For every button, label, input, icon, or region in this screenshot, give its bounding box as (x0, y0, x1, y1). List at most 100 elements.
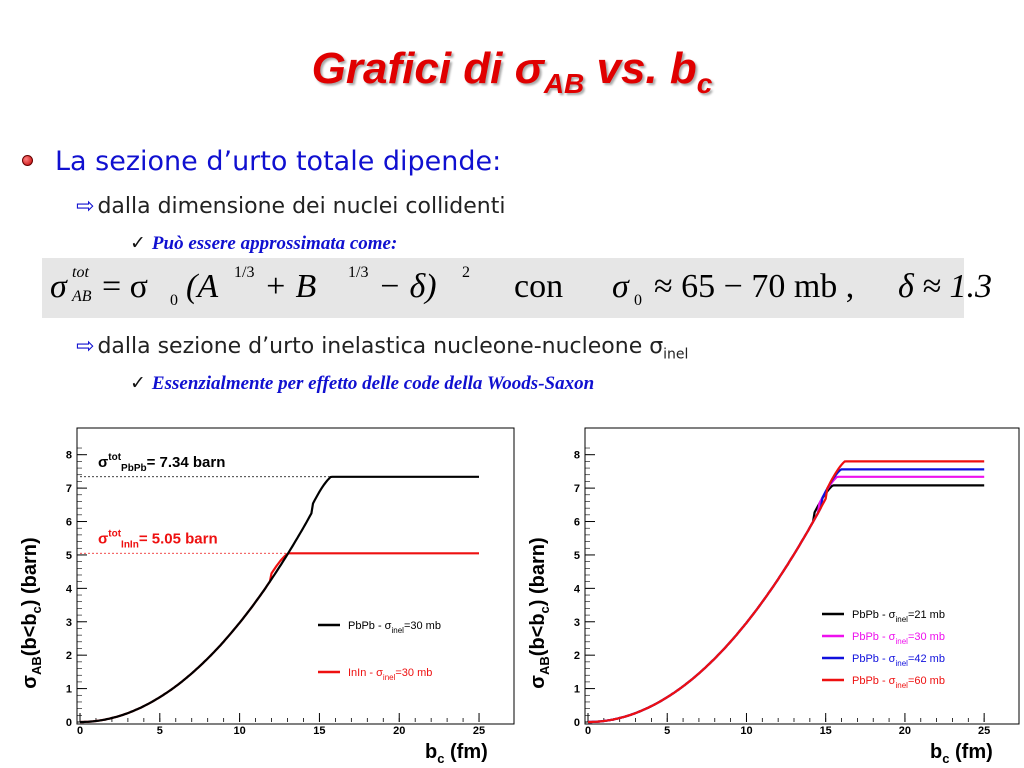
chart1-xtick-label: 0 (77, 725, 83, 737)
bullet-main: La sezione d’urto totale dipende: (22, 146, 501, 177)
chart1-xlabel-part: b (425, 741, 437, 763)
chart1-ylabel-part: AB (29, 656, 44, 675)
chart1-annotation: σtotPbPb= 7.34 barn (98, 452, 225, 474)
chart1-series-line (80, 475, 479, 724)
chart2-legend-label-part: inel (895, 659, 908, 668)
chart2-xtick-label: 15 (820, 725, 832, 737)
chart1-ytick-label: 7 (66, 483, 72, 495)
chart1-legend-label-part: InIn - σ (348, 667, 383, 679)
chart1-annotation-part: σ (98, 530, 108, 547)
chart1-legend-label-part: PbPb - σ (348, 620, 392, 632)
chart2-ylabel-part: c (537, 606, 552, 613)
chart2-xtick-label: 20 (899, 725, 911, 737)
chart1-annotation-part: PbPb (121, 463, 147, 474)
chart1-ytick-label: 3 (66, 617, 72, 629)
chart1-xlabel: bc (fm) (425, 741, 488, 766)
chart2-ytick-label: 0 (574, 717, 580, 729)
chart2-legend-label: PbPb - σinel=30 mb (852, 631, 945, 646)
chart1-annotation-part: σ (98, 454, 108, 471)
chart1-xtick-label: 15 (313, 725, 325, 737)
chart2-xtick-label: 10 (740, 725, 752, 737)
chart1-ytick-label: 2 (66, 650, 72, 662)
chart2-legend-label-part: =60 mb (908, 675, 945, 687)
chart1-legend-label-part: =30 mb (404, 620, 441, 632)
chart1-legend-label-part: =30 mb (395, 667, 432, 679)
chart2-ytick-label: 1 (574, 684, 580, 696)
chart2-ytick-label: 6 (574, 517, 580, 529)
chart2-xtick-label: 5 (664, 725, 670, 737)
chart1-annotation-part: = 7.34 barn (147, 454, 226, 471)
chart2-legend-label: PbPb - σinel=21 mb (852, 609, 945, 624)
chart2-legend-label-part: inel (895, 637, 908, 646)
chart2-xtick-label: 0 (585, 725, 591, 737)
chart1-xlabel-part: (fm) (444, 741, 487, 763)
chart1-legend-label-part: inel (383, 673, 396, 682)
chart1-xtick-label: 10 (233, 725, 245, 737)
chart2-ylabel: σAB(b<bc) (barn) (527, 537, 552, 688)
chart1-series-line (80, 552, 479, 724)
chart1-xtick-label: 20 (393, 725, 405, 737)
chart2-legend-label-part: PbPb - σ (852, 631, 896, 643)
chart2-xlabel: bc (fm) (930, 741, 993, 766)
chart1-ytick-label: 1 (66, 684, 72, 696)
chart1-xtick-label: 5 (157, 725, 163, 737)
bullet-dot-icon (22, 155, 33, 166)
chart1-legend-label-part: inel (391, 626, 404, 635)
chart1-ytick-label: 4 (66, 583, 73, 595)
chart2-xlabel-part: b (930, 741, 942, 763)
chart1-ylabel-part: σ (19, 675, 41, 689)
chart1-annotation-part: tot (108, 528, 121, 539)
arrow-right-icon: ⇨ (76, 334, 95, 359)
chart2-ylabel-part: ) (barn) (527, 537, 549, 606)
chart1-frame (76, 427, 515, 725)
chart2-ytick-label: 8 (574, 450, 580, 462)
formula-box: σ tot AB = σ 0 (A 1/3 + B 1/3 − δ) 2 con… (42, 258, 992, 318)
chart2-legend-label-part: =21 mb (908, 609, 945, 621)
chart1-ytick-label: 6 (66, 517, 72, 529)
sub-bullet-2: ⇨ dalla sezione d’urto inelastica nucleon… (76, 334, 689, 363)
chart2-ylabel-part: (b<b (527, 613, 549, 656)
chart1-ylabel-part: (b<b (19, 613, 41, 656)
chart1-ytick-label: 8 (66, 450, 72, 462)
chart1-xtick-label: 25 (473, 725, 485, 737)
chart2-legend-label: PbPb - σinel=42 mb (852, 653, 945, 668)
chart2-legend-label-part: =30 mb (908, 631, 945, 643)
chart1-legend-label: PbPb - σinel=30 mb (348, 620, 441, 635)
chart2-ytick-label: 7 (574, 483, 580, 495)
chart2-xtick-label: 25 (978, 725, 990, 737)
chart2-legend-label-part: PbPb - σ (852, 653, 896, 665)
chart1-ytick-label: 5 (66, 550, 72, 562)
chart1-annotation: σtotInIn= 5.05 barn (98, 528, 218, 550)
chart2-ytick-label: 4 (574, 583, 581, 595)
chart2-legend-label-part: PbPb - σ (852, 609, 896, 621)
sub-bullet-1: ⇨ dalla dimensione dei nuclei collidenti (76, 194, 506, 219)
chart2-xlabel-part: (fm) (949, 741, 992, 763)
chart2-legend-label: PbPb - σinel=60 mb (852, 675, 945, 690)
check-item-2: ✓ Essenzialmente per effetto delle code d… (130, 372, 595, 394)
checkmark-icon: ✓ (130, 232, 146, 254)
chart2-ylabel-part: AB (537, 656, 552, 675)
check-item-1: ✓ Può essere approssimata come: (130, 232, 398, 254)
chart2-ytick-label: 3 (574, 617, 580, 629)
chart2-series-line (588, 460, 985, 724)
chart2-legend-label-part: =42 mb (908, 653, 945, 665)
chart2-frame (584, 427, 1020, 725)
arrow-right-icon: ⇨ (76, 194, 95, 219)
chart2-ytick-label: 2 (574, 650, 580, 662)
chart1-ylabel-part: c (29, 606, 44, 613)
chart1-ytick-label: 0 (66, 717, 72, 729)
chart2-legend-label-part: inel (895, 681, 908, 690)
chart1-annotation-part: tot (108, 452, 121, 463)
chart2-legend-label-part: PbPb - σ (852, 675, 896, 687)
chart1-annotation-part: InIn (121, 539, 139, 550)
chart1-annotation-part: = 5.05 barn (139, 530, 218, 547)
checkmark-icon: ✓ (130, 372, 146, 394)
chart1-ylabel: σAB(b<bc) (barn) (19, 537, 44, 688)
chart2-ylabel-part: σ (527, 675, 549, 689)
chart2-ytick-label: 5 (574, 550, 580, 562)
slide-title: Grafici di σAB vs. bc (311, 44, 713, 99)
chart2-xlabel-part: c (942, 751, 949, 766)
chart1-xlabel-part: c (437, 751, 444, 766)
chart1-legend-label: InIn - σinel=30 mb (348, 667, 432, 682)
